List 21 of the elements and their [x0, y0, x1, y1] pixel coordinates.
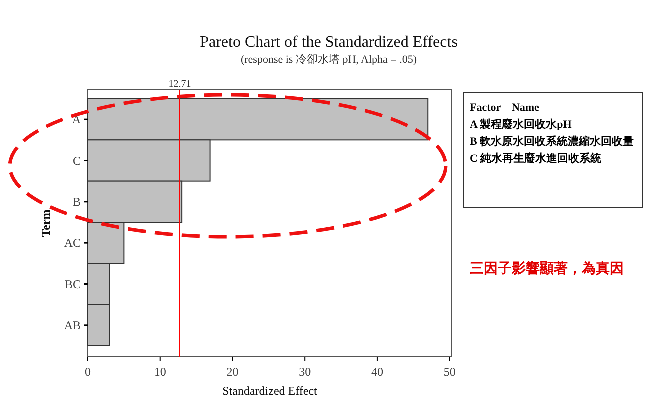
x-tick-label: 40: [371, 365, 384, 379]
y-tick-label: AC: [64, 236, 81, 250]
x-tick-label: 20: [226, 365, 239, 379]
chart-subtitle: (response is 冷卻水塔 pH, Alpha = .05): [240, 53, 418, 66]
y-tick-label: B: [72, 194, 81, 209]
y-tick-label: BC: [64, 277, 81, 292]
x-axis-title: Standardized Effect: [222, 384, 318, 398]
y-axis-title: Term: [39, 210, 53, 238]
text: A 製程廢水回收水pH: [470, 118, 573, 133]
text: C 純水再生廢水進回收系統: [470, 152, 603, 167]
ref-line-label: 12.71: [168, 79, 192, 90]
y-tick-label: C: [72, 154, 81, 168]
y-tick-label: AB: [64, 318, 81, 332]
x-tick-label: 30: [299, 365, 312, 379]
text: 三因子影響顯著，為真因: [470, 260, 624, 278]
x-tick-label: 0: [85, 365, 91, 379]
text: Factor Name: [470, 101, 540, 116]
text: B 軟水原水回收系統濃縮水回收量: [470, 135, 636, 150]
x-tick-label: 10: [154, 365, 166, 379]
x-tick-label: 50: [444, 365, 456, 379]
chart-title: Pareto Chart of the Standardized Effects: [200, 34, 458, 51]
